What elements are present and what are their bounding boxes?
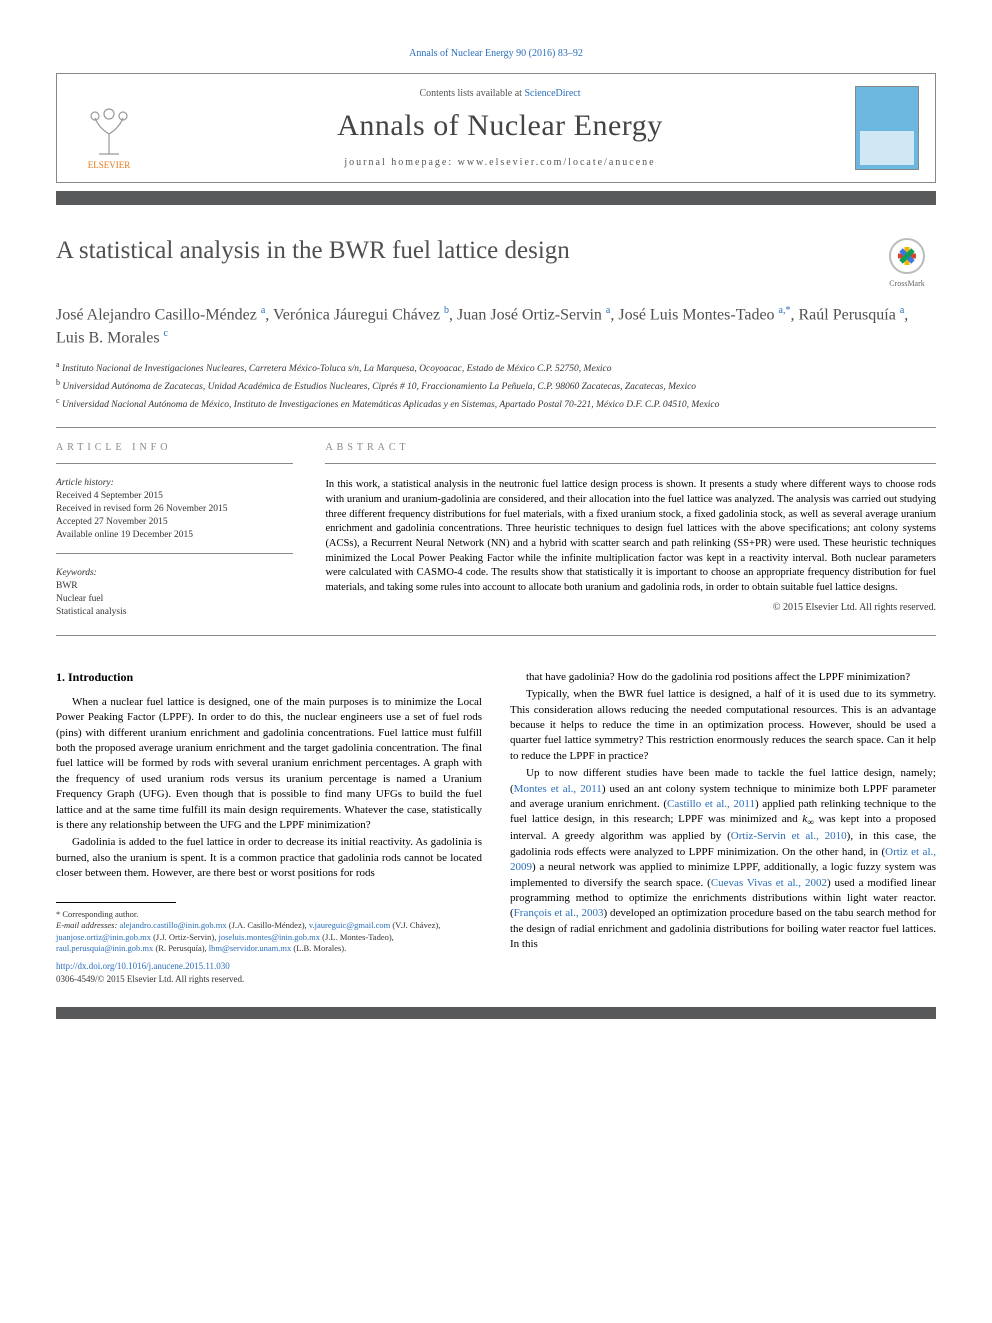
affiliation-list: a Instituto Nacional de Investigaciones … (56, 359, 936, 413)
journal-header: ELSEVIER Contents lists available at Sci… (56, 73, 936, 183)
elsevier-tree-icon (81, 104, 137, 160)
header-center: Contents lists available at ScienceDirec… (161, 88, 839, 168)
history-item: Accepted 27 November 2015 (56, 516, 293, 529)
keyword: Nuclear fuel (56, 593, 293, 606)
homepage-link[interactable]: www.elsevier.com/locate/anucene (458, 157, 656, 168)
rule-bottom (56, 635, 936, 636)
journal-cover-thumb (855, 86, 919, 170)
email-link[interactable]: alejandro.castillo@inin.gob.mx (119, 920, 226, 930)
email-link[interactable]: v.jaureguic@gmail.com (309, 920, 390, 930)
body-col-left: 1. Introduction When a nuclear fuel latt… (56, 670, 482, 985)
history-list: Received 4 September 2015Received in rev… (56, 490, 293, 541)
homepage-line: journal homepage: www.elsevier.com/locat… (161, 157, 839, 168)
accent-bar-bottom (56, 1007, 936, 1019)
email-link[interactable]: joseluis.montes@inin.gob.mx (218, 932, 320, 942)
keyword: BWR (56, 580, 293, 593)
elsevier-logo: ELSEVIER (73, 86, 145, 170)
history-head: Article history: (56, 478, 293, 488)
article-info-label: ARTICLE INFO (56, 442, 293, 453)
contents-line: Contents lists available at ScienceDirec… (161, 88, 839, 99)
abstract-copyright: © 2015 Elsevier Ltd. All rights reserved… (325, 602, 936, 613)
keyword: Statistical analysis (56, 606, 293, 619)
keywords-list: BWRNuclear fuelStatistical analysis (56, 580, 293, 618)
history-item: Available online 19 December 2015 (56, 529, 293, 542)
email-link[interactable]: juanjose.ortiz@inin.gob.mx (56, 932, 151, 942)
accent-bar-top (56, 191, 936, 205)
history-item: Received in revised form 26 November 201… (56, 503, 293, 516)
article-title: A statistical analysis in the BWR fuel l… (56, 235, 862, 266)
corresponding-note: * Corresponding author. (56, 909, 482, 920)
article-info: ARTICLE INFO Article history: Received 4… (56, 442, 293, 619)
journal-name: Annals of Nuclear Energy (161, 109, 839, 143)
info-abstract-row: ARTICLE INFO Article history: Received 4… (56, 442, 936, 619)
section-heading-intro: 1. Introduction (56, 670, 482, 685)
body-paragraph: When a nuclear fuel lattice is designed,… (56, 695, 482, 834)
doi-block: http://dx.doi.org/10.1016/j.anucene.2015… (56, 960, 482, 984)
elsevier-wordmark: ELSEVIER (88, 160, 131, 170)
body-paragraph: that have gadolinia? How do the gadolini… (510, 670, 936, 685)
body-columns: 1. Introduction When a nuclear fuel latt… (56, 670, 936, 985)
abstract-label: ABSTRACT (325, 442, 936, 453)
body-col-right: that have gadolinia? How do the gadolini… (510, 670, 936, 985)
abstract-block: ABSTRACT In this work, a statistical ana… (325, 442, 936, 619)
affiliation: a Instituto Nacional de Investigaciones … (56, 359, 936, 377)
keywords-head: Keywords: (56, 568, 293, 578)
doi-link[interactable]: http://dx.doi.org/10.1016/j.anucene.2015… (56, 961, 230, 971)
email-link[interactable]: lbm@servidor.unam.mx (209, 943, 291, 953)
body-paragraph: Typically, when the BWR fuel lattice is … (510, 687, 936, 764)
footnote-rule (56, 902, 176, 903)
title-row: A statistical analysis in the BWR fuel l… (56, 235, 936, 288)
crossmark-badge[interactable]: CrossMark (878, 235, 936, 288)
page-root: Annals of Nuclear Energy 90 (2016) 83–92… (0, 0, 992, 1067)
author-list: José Alejandro Casillo-Méndez a, Verónic… (56, 304, 936, 349)
crossmark-label: CrossMark (878, 279, 936, 288)
body-paragraph: Gadolinia is added to the fuel lattice i… (56, 835, 482, 881)
affiliation: c Universidad Nacional Autónoma de Méxic… (56, 395, 936, 413)
issn-line: 0306-4549/© 2015 Elsevier Ltd. All right… (56, 974, 244, 984)
running-head: Annals of Nuclear Energy 90 (2016) 83–92 (56, 48, 936, 59)
sciencedirect-link[interactable]: ScienceDirect (524, 88, 580, 99)
body-paragraph: Up to now different studies have been ma… (510, 766, 936, 952)
affiliation: b Universidad Autónoma de Zacatecas, Uni… (56, 377, 936, 395)
email-footnote: E-mail addresses: alejandro.castillo@ini… (56, 920, 482, 954)
history-item: Received 4 September 2015 (56, 490, 293, 503)
rule-top (56, 427, 936, 428)
abstract-text: In this work, a statistical analysis in … (325, 478, 936, 596)
email-link[interactable]: raul.perusquia@inin.gob.mx (56, 943, 153, 953)
